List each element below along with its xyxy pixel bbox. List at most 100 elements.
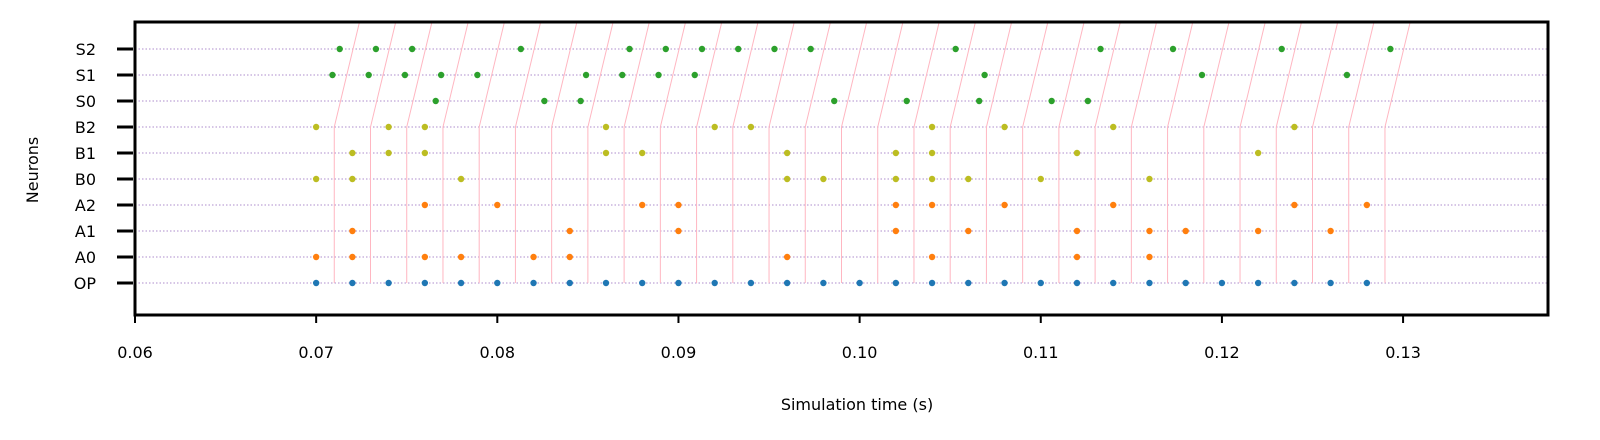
spike-a1-6 [1146, 227, 1153, 235]
spike-b2-1 [385, 123, 392, 131]
spike-a2-8 [1291, 201, 1298, 209]
spike-s1-9 [981, 71, 988, 79]
spike-b1-2 [421, 149, 429, 157]
spike-a2-2 [639, 201, 646, 209]
spike-a1-1 [566, 227, 573, 235]
spike-a2-1 [494, 201, 501, 209]
spike-s1-7 [655, 71, 662, 79]
y-tick-label-b1: B1 [75, 144, 96, 163]
spike-s1-6 [619, 71, 626, 79]
spike-b1-6 [892, 149, 900, 157]
spike-s2-4 [626, 45, 633, 53]
spike-a2-6 [1001, 201, 1008, 209]
step-line-15 [877, 22, 904, 283]
spike-op-20 [1037, 279, 1044, 287]
spike-op-19 [1001, 279, 1008, 287]
spike-s1-2 [401, 71, 409, 79]
y-tick-label-op: OP [74, 274, 97, 293]
spike-s1-11 [1343, 71, 1351, 79]
spike-b2-3 [602, 123, 610, 131]
step-line-16 [913, 22, 940, 283]
step-line-0 [333, 22, 360, 283]
spike-b1-0 [349, 149, 356, 157]
spike-a0-3 [457, 253, 465, 261]
spike-s2-8 [771, 45, 778, 53]
spike-s2-12 [1169, 45, 1177, 53]
spike-b2-6 [928, 123, 936, 131]
step-line-13 [804, 22, 831, 283]
spike-s0-5 [975, 97, 983, 105]
step-line-18 [985, 22, 1012, 283]
spike-b0-1 [349, 175, 356, 183]
spike-s0-7 [1084, 97, 1092, 105]
spike-b0-0 [312, 175, 320, 183]
x-tick-label-1: 0.07 [298, 343, 334, 362]
spike-s2-2 [408, 45, 416, 53]
spike-b2-9 [1291, 123, 1298, 131]
y-tick-label-a1: A1 [75, 222, 96, 241]
spike-s2-11 [1097, 45, 1104, 53]
spike-op-21 [1073, 279, 1081, 287]
spike-b2-0 [312, 123, 320, 131]
x-tick-label-6: 0.12 [1204, 343, 1240, 362]
step-line-19 [1022, 22, 1049, 283]
y-axis-label: Neurons [23, 137, 42, 203]
step-line-29 [1384, 22, 1411, 283]
step-line-11 [732, 22, 759, 283]
spike-op-15 [856, 279, 863, 287]
x-tick-label-7: 0.13 [1385, 343, 1421, 362]
step-line-1 [370, 22, 396, 283]
spike-a0-9 [1146, 253, 1153, 261]
spike-a0-5 [566, 253, 573, 261]
plot-frame [133, 20, 1550, 317]
y-tick-label-s2: S2 [76, 40, 96, 59]
spike-op-26 [1254, 279, 1262, 287]
spike-a0-1 [349, 253, 356, 261]
spike-s1-4 [474, 71, 481, 79]
y-tick-label-s0: S0 [76, 92, 96, 111]
spike-b2-2 [421, 123, 429, 131]
spike-op-27 [1291, 279, 1298, 287]
spike-s2-6 [698, 45, 706, 53]
spike-a1-5 [1073, 227, 1081, 235]
spike-b0-4 [820, 175, 827, 183]
step-line-12 [768, 22, 795, 283]
spike-a2-0 [421, 201, 429, 209]
x-tick-label-4: 0.10 [842, 343, 878, 362]
step-line-5 [514, 22, 541, 283]
spike-op-11 [711, 279, 718, 287]
y-tick-label-s1: S1 [76, 66, 96, 85]
spike-s1-10 [1198, 71, 1206, 79]
spike-op-2 [385, 279, 392, 287]
step-line-23 [1167, 22, 1194, 283]
x-tick-label-5: 0.11 [1023, 343, 1059, 362]
spike-op-7 [566, 279, 573, 287]
x-tick-label-2: 0.08 [479, 343, 515, 362]
spike-b1-7 [928, 149, 936, 157]
step-line-17 [949, 22, 976, 283]
spike-a1-3 [892, 227, 900, 235]
spike-op-29 [1363, 279, 1371, 287]
spike-a1-0 [349, 227, 356, 235]
y-axis-ticks: OP A0 A1 A2 B0 B1 B2 S0 S1 S2 [74, 40, 133, 293]
step-line-10 [696, 22, 723, 283]
spike-a1-2 [675, 227, 682, 235]
spike-b1-5 [783, 149, 791, 157]
x-axis-ticks: 0.06 0.07 0.08 0.09 0.10 0.11 0.12 0.13 [117, 315, 1421, 362]
spike-s2-5 [662, 45, 669, 53]
spike-op-24 [1182, 279, 1189, 287]
step-line-24 [1203, 22, 1230, 283]
spike-op-28 [1327, 279, 1334, 287]
spike-a2-5 [928, 201, 936, 209]
spike-s2-13 [1278, 45, 1285, 53]
spike-op-6 [530, 279, 537, 287]
spike-b2-8 [1110, 123, 1117, 131]
spike-s2-10 [952, 45, 959, 53]
spike-b0-7 [965, 175, 972, 183]
spike-s0-0 [432, 97, 439, 105]
spike-op-10 [675, 279, 682, 287]
spike-a1-9 [1327, 227, 1334, 235]
spike-op-22 [1110, 279, 1117, 287]
step-line-4 [478, 22, 505, 283]
spike-b1-9 [1254, 149, 1262, 157]
